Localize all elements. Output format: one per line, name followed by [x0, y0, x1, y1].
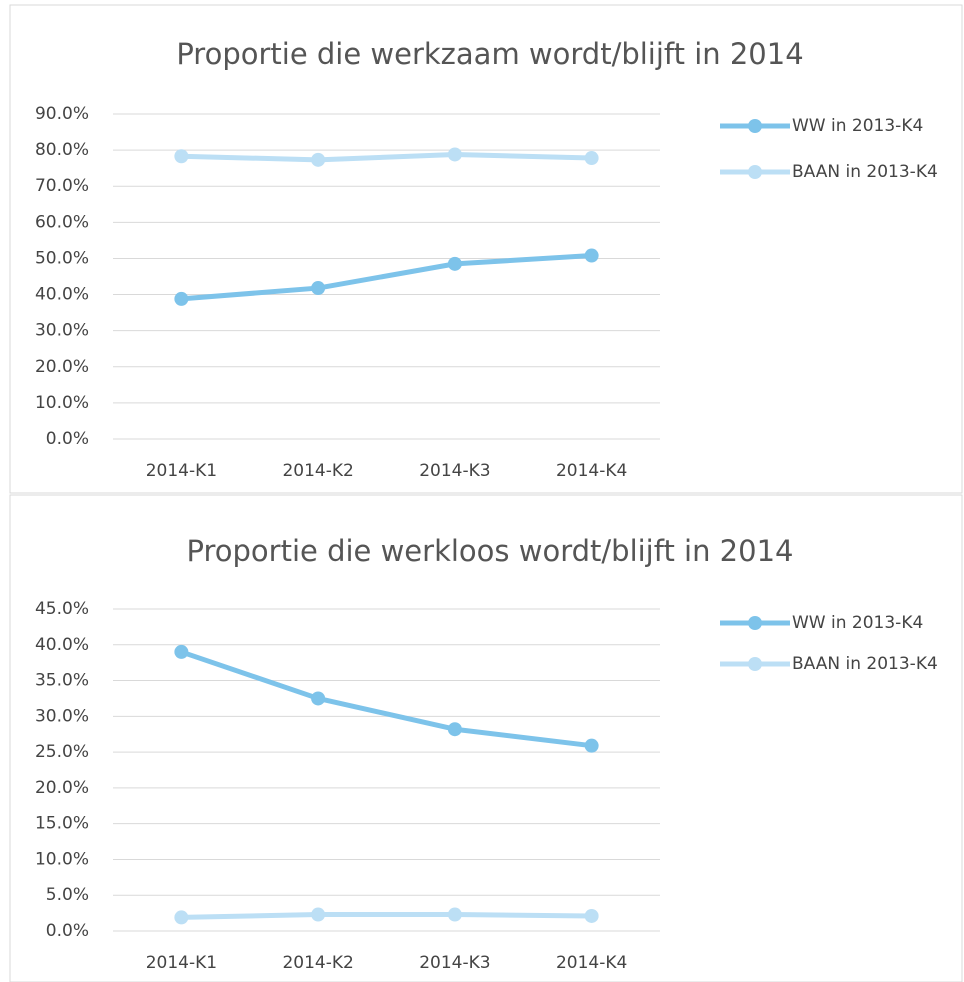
y-tick-label: 20.0% — [35, 778, 89, 798]
y-tick-label: 70.0% — [35, 176, 89, 196]
y-tick-label: 30.0% — [35, 321, 89, 341]
chart-frame — [9, 494, 963, 982]
y-tick-label: 5.0% — [46, 885, 89, 905]
legend-marker — [748, 657, 762, 671]
legend-label: WW in 2013-K4 — [792, 116, 923, 136]
x-tick-label: 2014-K4 — [556, 461, 627, 481]
x-tick-label: 2014-K1 — [146, 461, 217, 481]
y-tick-label: 10.0% — [35, 849, 89, 869]
series-line — [181, 151, 592, 163]
series-line — [181, 253, 592, 302]
legend-marker — [748, 616, 762, 630]
data-point — [447, 722, 462, 737]
y-tick-label: 35.0% — [35, 671, 89, 691]
data-point — [584, 151, 599, 166]
data-point — [311, 691, 326, 706]
y-tick-label: 10.0% — [35, 393, 89, 413]
data-point — [311, 152, 326, 167]
legend-label: BAAN in 2013-K4 — [792, 162, 938, 182]
data-point — [584, 908, 599, 923]
x-tick-label: 2014-K2 — [282, 953, 353, 973]
y-tick-label: 30.0% — [35, 706, 89, 726]
legend-marker — [748, 119, 762, 133]
x-tick-label: 2014-K1 — [146, 953, 217, 973]
data-point — [447, 256, 462, 271]
x-tick-label: 2014-K2 — [282, 461, 353, 481]
data-point — [311, 907, 326, 922]
data-point — [311, 281, 326, 296]
y-tick-label: 25.0% — [35, 742, 89, 762]
legend-marker — [748, 165, 762, 179]
y-tick-label: 0.0% — [46, 429, 89, 449]
y-tick-label: 60.0% — [35, 212, 89, 232]
y-tick-label: 20.0% — [35, 357, 89, 377]
series-line — [180, 649, 592, 749]
data-point — [174, 644, 189, 659]
data-point — [447, 907, 462, 922]
chart-frame — [9, 4, 963, 494]
chart-title: Proportie die werkzaam wordt/blijft in 2… — [176, 37, 803, 71]
data-point — [447, 147, 462, 162]
data-point — [584, 248, 599, 263]
chart-title: Proportie die werkloos wordt/blijft in 2… — [187, 534, 794, 568]
x-tick-label: 2014-K3 — [419, 953, 490, 973]
legend-label: WW in 2013-K4 — [792, 613, 923, 633]
data-point — [174, 910, 189, 925]
y-tick-label: 45.0% — [35, 599, 89, 619]
x-tick-label: 2014-K4 — [556, 953, 627, 973]
y-tick-label: 40.0% — [35, 285, 89, 305]
y-tick-label: 40.0% — [35, 635, 89, 655]
data-point — [174, 291, 189, 306]
x-tick-label: 2014-K3 — [419, 461, 490, 481]
y-tick-label: 15.0% — [35, 814, 89, 834]
data-point — [584, 738, 599, 753]
data-point — [174, 149, 189, 164]
y-tick-label: 90.0% — [35, 104, 89, 124]
y-tick-label: 80.0% — [35, 140, 89, 160]
y-tick-label: 50.0% — [35, 248, 89, 268]
legend-label: BAAN in 2013-K4 — [792, 654, 938, 674]
y-tick-label: 0.0% — [46, 921, 89, 941]
series-line — [181, 912, 592, 920]
